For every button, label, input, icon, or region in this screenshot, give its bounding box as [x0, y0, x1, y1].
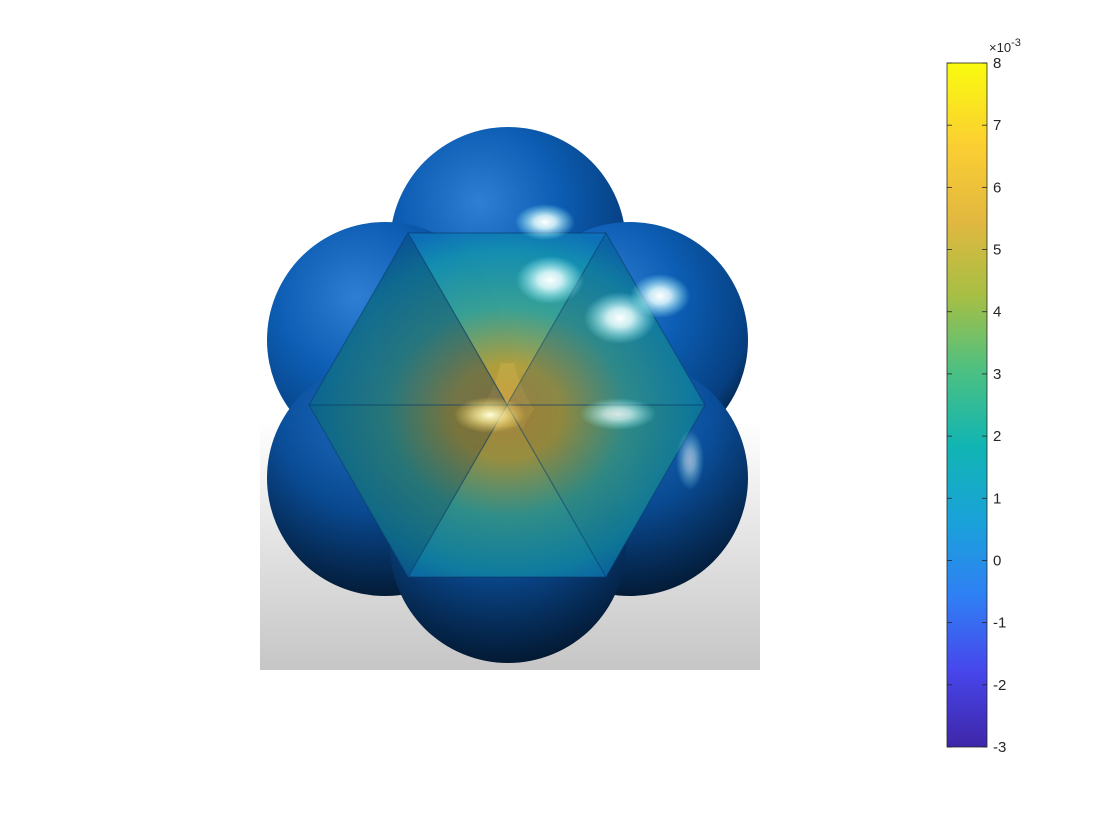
colorbar: -3 -2 -1 0 1 2 3 4 5 6 7 8 ×10-3: [946, 37, 1021, 756]
colorbar-tick-label: 5: [993, 242, 1001, 259]
colorbar-tick-label: -1: [993, 615, 1006, 632]
colorbar-ticks: -3 -2 -1 0 1 2 3 4 5 6 7 8: [947, 55, 1006, 756]
colorbar-tick-label: 8: [993, 55, 1001, 72]
specular-highlights: [454, 204, 704, 490]
colorbar-tick-label: 0: [993, 552, 1001, 569]
colorbar-tick-label: 2: [993, 428, 1001, 445]
colorbar-tick-label: -3: [993, 739, 1006, 756]
colorbar-tick-label: -2: [993, 677, 1006, 694]
colorbar-tick-label: 4: [993, 304, 1001, 321]
colorbar-exponent: ×10-3: [989, 37, 1021, 55]
colorbar-tick-label: 7: [993, 117, 1001, 134]
colorbar-tick-label: 3: [993, 366, 1001, 383]
colorbar-gradient: [946, 62, 988, 748]
colorbar-tick-label: 6: [993, 179, 1001, 196]
colorbar-tick-label: 1: [993, 490, 1001, 507]
